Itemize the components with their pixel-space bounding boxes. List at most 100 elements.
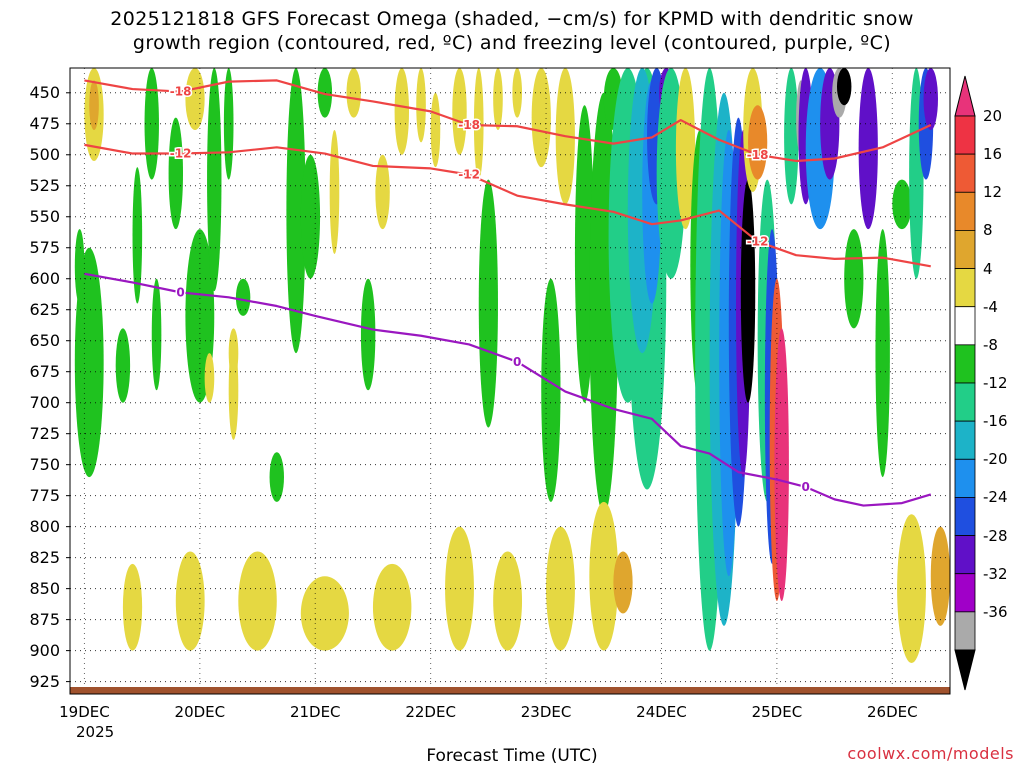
omega-cell-50	[740, 179, 756, 403]
omega-cell-57	[784, 68, 799, 205]
omega-cell-2	[89, 80, 99, 130]
x-tick-label-20DEC: 20DEC	[174, 703, 226, 721]
omega-cell-15	[286, 68, 306, 354]
y-tick-label-675: 675	[29, 361, 60, 381]
x-axis-title: Forecast Time (UTC)	[426, 746, 598, 766]
contour-lines: -12 -12 -12 -18 -18 -18 0 0 0	[84, 79, 932, 507]
x-tick-label-26DEC: 26DEC	[866, 703, 918, 721]
colorbar-swatch-11	[954, 535, 976, 575]
colorbar-swatch-9	[954, 458, 976, 498]
y-tick-label-825: 825	[29, 547, 60, 567]
omega-cell-13	[235, 278, 251, 316]
y-tick-label-500: 500	[29, 144, 60, 164]
omega-cell-66	[875, 229, 890, 478]
colorbar-swatch-5	[954, 306, 976, 346]
colorbar-swatch-10	[954, 497, 976, 536]
y-tick-label-875: 875	[29, 609, 60, 629]
colorbar-swatch-8	[954, 420, 976, 460]
colorbar-top-arrow	[954, 75, 976, 117]
x-tick-label-22DEC: 22DEC	[405, 703, 456, 721]
colorbar-label-6: -8	[983, 335, 998, 354]
chart-title-line-2: growth region (contoured, red, ºC) and f…	[132, 32, 892, 54]
omega-cell-56	[774, 328, 789, 602]
omega-cell-5	[132, 167, 143, 304]
dgz-contour--18	[84, 79, 932, 163]
x-tick-label-24DEC: 24DEC	[636, 703, 687, 721]
omega-cell-28	[478, 179, 498, 428]
omega-cell-31	[541, 278, 561, 502]
omega-cell-7	[151, 278, 162, 391]
freezing-level-line	[84, 272, 932, 507]
omega-cell-18	[329, 129, 340, 254]
colorbar-label-10: -24	[983, 488, 1008, 507]
omega-cell-84	[204, 353, 215, 403]
colorbar-swatch-1	[954, 153, 976, 193]
colorbar-swatch-7	[954, 382, 976, 422]
colorbar-label-8: -16	[983, 412, 1008, 431]
colorbar-label-12: -32	[983, 564, 1008, 583]
omega-cell-26	[473, 68, 484, 180]
omega-cell-11	[207, 68, 222, 292]
omega-cell-79	[589, 501, 619, 651]
omega-cell-20	[360, 278, 376, 391]
colorbar-label-7: -12	[983, 374, 1008, 392]
y-tick-label-725: 725	[29, 423, 60, 443]
omega-cell-73	[238, 551, 277, 651]
omega-cell-81	[897, 514, 926, 664]
dgz-contour--12	[84, 143, 931, 268]
colorbar-swatch-4	[954, 268, 976, 308]
terrain-ground	[70, 687, 950, 694]
omega-cell-33	[574, 105, 595, 403]
omega-cell-29	[512, 68, 523, 118]
colorbar-label-2: 12	[983, 183, 1003, 202]
x-tick-label-25DEC: 25DEC	[751, 703, 803, 721]
contour-label-2-2: 0	[802, 480, 810, 494]
omega-cell-27	[493, 68, 503, 130]
colorbar-swatch-6	[954, 344, 976, 384]
omega-cell-82	[930, 526, 950, 626]
omega-cell-71	[122, 563, 143, 651]
y-tick-label-600: 600	[29, 268, 60, 288]
omega-cell-8	[168, 117, 184, 230]
colorbar-swatch-2	[954, 191, 976, 231]
colorbar	[954, 75, 976, 691]
y-tick-label-900: 900	[29, 640, 60, 660]
omega-cell-65	[858, 68, 878, 230]
omega-cell-30	[531, 68, 551, 168]
y-tick-label-750: 750	[29, 454, 60, 474]
omega-cell-64	[844, 229, 864, 329]
y-tick-label-475: 475	[29, 113, 60, 133]
x-tick-label-21DEC: 21DEC	[289, 703, 341, 721]
y-tick-label-625: 625	[29, 299, 60, 319]
omega-cell-24	[430, 92, 441, 168]
y-tick-label-575: 575	[29, 237, 60, 257]
contour-label-2-1: 0	[513, 355, 521, 369]
omega-cell-21	[375, 154, 390, 230]
x-tick-label-19DEC: 19DEC	[59, 703, 110, 721]
plot-frame	[69, 67, 951, 695]
omega-cell-0	[74, 247, 104, 478]
omega-cell-80	[613, 551, 633, 614]
omega-cell-67	[892, 179, 912, 230]
y-tick-label-850: 850	[29, 578, 60, 598]
y-tick-label-450: 450	[29, 82, 60, 102]
chart-title-line-1: 2025121818 GFS Forecast Omega (shaded, −…	[110, 8, 914, 30]
colorbar-label-4: 4	[983, 259, 993, 278]
omega-cell-83	[228, 340, 239, 440]
contour-label-0-1: -12	[458, 168, 480, 182]
y-tick-label-700: 700	[29, 392, 60, 412]
omega-cell-23	[416, 68, 426, 143]
omega-cell-43	[675, 68, 696, 230]
colorbar-swatch-12	[954, 573, 976, 613]
omega-cell-3	[74, 229, 85, 304]
omega-cell-74	[300, 576, 349, 651]
contour-label-1-1: -18	[458, 118, 480, 132]
contour-label-0-2: -12	[747, 235, 769, 249]
colorbar-label-9: -20	[983, 450, 1008, 469]
colorbar-label-1: 16	[983, 145, 1003, 164]
y-tick-label-800: 800	[29, 516, 60, 536]
y-tick-label-925: 925	[29, 671, 60, 691]
credit-link[interactable]: coolwx.com/models	[847, 744, 1014, 763]
colorbar-label-0: 20	[983, 107, 1003, 125]
